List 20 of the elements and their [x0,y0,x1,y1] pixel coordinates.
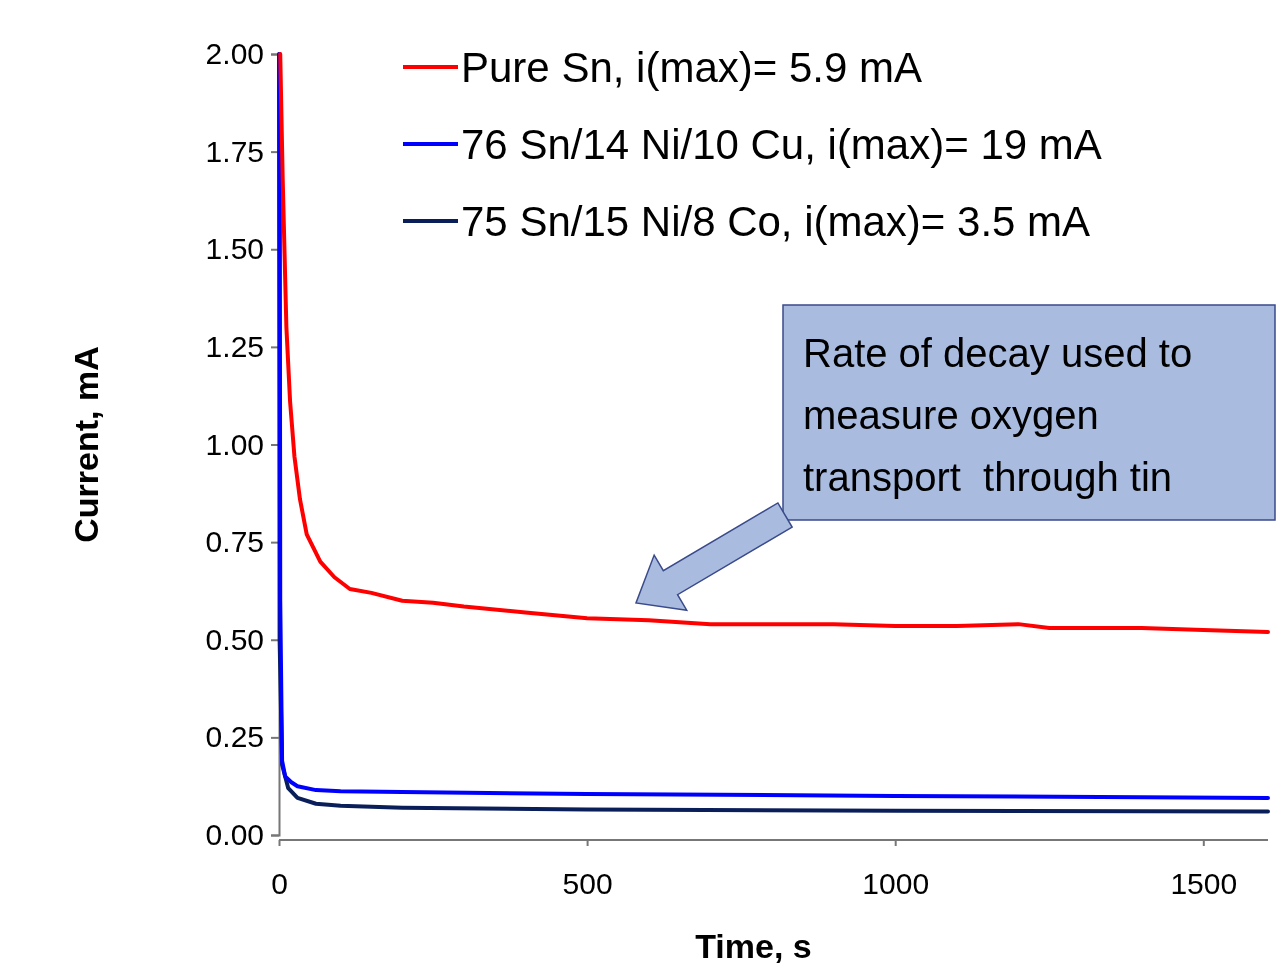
y-tick-label: 2.00 [205,37,264,71]
y-tick-label: 1.25 [205,329,264,363]
legend-label: 75 Sn/15 Ni/8 Co, i(max)= 3.5 mA [461,198,1091,245]
legend-label: Pure Sn, i(max)= 5.9 mA [461,44,922,91]
y-tick-label: 0.75 [205,525,264,559]
x-tick-label: 1000 [862,867,930,900]
y-tick-label: 0.00 [205,818,264,852]
legend-label: 76 Sn/14 Ni/10 Cu, i(max)= 19 mA [461,121,1102,168]
y-tick-label: 1.00 [205,427,264,461]
y-axis-title: Current, mA [67,346,105,543]
x-tick-label: 0 [271,867,288,900]
x-tick-label: 1500 [1170,867,1238,900]
annotation: Rate of decay used to measure oxygen transport through tin [803,331,1193,499]
y-tick-label: 1.50 [205,232,264,266]
y-tick-label: 0.25 [205,720,264,754]
x-axis-title: Time, s [695,927,812,965]
line-series [278,52,1270,634]
x-tick-label: 500 [562,867,613,900]
y-tick-label: 0.50 [205,622,264,656]
y-tick-label: 1.75 [205,134,264,168]
